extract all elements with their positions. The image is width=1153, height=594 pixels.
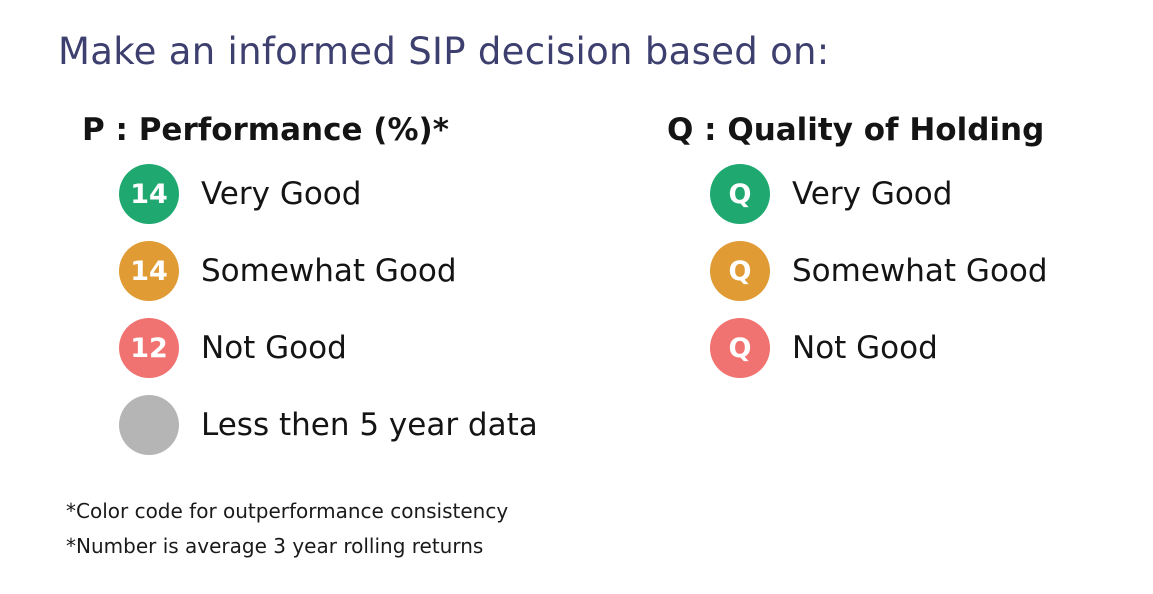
quality-somewhat-good-label: Somewhat Good (792, 253, 1048, 289)
performance-not-good-badge: 12 (119, 318, 179, 378)
performance-somewhat-good-label: Somewhat Good (201, 253, 457, 289)
performance-very-good-badge: 14 (119, 164, 179, 224)
page-title: Make an informed SIP decision based on: (58, 30, 830, 73)
footnotes: *Color code for outperformance consisten… (66, 494, 508, 564)
performance-very-good-label: Very Good (201, 176, 362, 212)
quality-not-good-badge: Q (710, 318, 770, 378)
quality-not-good-label: Not Good (792, 330, 938, 366)
performance-not-good-label: Not Good (201, 330, 347, 366)
performance-insufficient-data-badge (119, 395, 179, 455)
performance-somewhat-good-badge: 14 (119, 241, 179, 301)
quality-very-good-label: Very Good (792, 176, 953, 212)
quality-heading: Q : Quality of Holding (667, 112, 1045, 148)
quality-somewhat-good-badge: Q (710, 241, 770, 301)
footnote-number-meaning: *Number is average 3 year rolling return… (66, 534, 484, 558)
quality-very-good-badge: Q (710, 164, 770, 224)
performance-heading: P : Performance (%)* (82, 112, 449, 148)
footnote-color-code: *Color code for outperformance consisten… (66, 499, 509, 523)
performance-insufficient-data-label: Less then 5 year data (201, 407, 538, 443)
